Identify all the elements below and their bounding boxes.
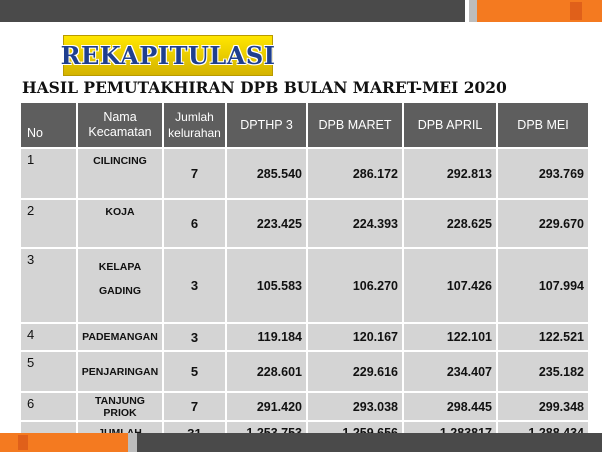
row-kelurahan: 5 [164,352,225,391]
header-dpb-maret: DPB MARET [308,103,402,147]
row-mei: 299.348 [498,393,588,420]
row-dpthp: 119.184 [227,324,306,350]
row-maret: 224.393 [308,200,402,247]
header-dpthp: DPTHP 3 [227,103,306,147]
row-maret: 229.616 [308,352,402,391]
top-bar-dark [0,0,465,22]
row-kelurahan: 7 [164,149,225,198]
row-mei: 122.521 [498,324,588,350]
row-dpthp: 223.425 [227,200,306,247]
row-dpthp: 285.540 [227,149,306,198]
row-mei: 107.994 [498,249,588,322]
header-dpb-april: DPB APRIL [404,103,496,147]
row-kecamatan: PADEMANGAN [78,324,162,350]
top-bar-gray [469,0,477,22]
row-no: 4 [21,324,76,350]
row-mei: 235.182 [498,352,588,391]
row-maret: 120.167 [308,324,402,350]
row-april: 292.813 [404,149,496,198]
row-kelurahan: 7 [164,393,225,420]
row-kelurahan: 3 [164,249,225,322]
bottom-bar-notch [18,435,28,450]
bottom-bar-dark [137,433,602,452]
row-kecamatan: PENJARINGAN [78,352,162,391]
row-kelurahan: 6 [164,200,225,247]
row-april: 122.101 [404,324,496,350]
header-no: No [21,103,76,147]
row-maret: 286.172 [308,149,402,198]
header-jumlah-kelurahan: Jumlah kelurahan [164,103,225,147]
top-bar-notch [570,2,582,20]
row-kecamatan: KOJA [78,200,162,247]
page-subtitle: HASIL PEMUTAKHIRAN DPB BULAN MARET-MEI 2… [22,78,507,97]
row-kecamatan: KELAPA GADING [78,249,162,322]
top-bar-gap [465,0,469,22]
row-kecamatan: CILINCING [78,149,162,198]
row-no: 3 [21,249,76,322]
row-april: 234.407 [404,352,496,391]
kecamatan-line-1: KELAPA [98,261,142,273]
row-dpthp: 291.420 [227,393,306,420]
row-kelurahan: 3 [164,324,225,350]
header-kecamatan: Nama Kecamatan [78,103,162,147]
page-title: REKAPITULASI [60,41,276,70]
row-dpthp: 105.583 [227,249,306,322]
row-april: 228.625 [404,200,496,247]
row-dpthp: 228.601 [227,352,306,391]
row-no: 6 [21,393,76,420]
row-april: 298.445 [404,393,496,420]
row-no: 2 [21,200,76,247]
row-kecamatan: TANJUNG PRIOK [78,393,162,420]
header-dpb-mei: DPB MEI [498,103,588,147]
bottom-bar-gray [128,433,137,452]
row-april: 107.426 [404,249,496,322]
bottom-bar-orange [0,433,128,452]
top-bar-orange [477,0,602,22]
row-maret: 106.270 [308,249,402,322]
row-no: 1 [21,149,76,198]
kecamatan-line-2: GADING [98,285,141,297]
recap-table: No Nama Kecamatan Jumlah kelurahan DPTHP… [21,103,588,444]
row-mei: 293.769 [498,149,588,198]
row-no: 5 [21,352,76,391]
row-maret: 293.038 [308,393,402,420]
row-mei: 229.670 [498,200,588,247]
title-banner: REKAPITULASI [60,35,276,76]
